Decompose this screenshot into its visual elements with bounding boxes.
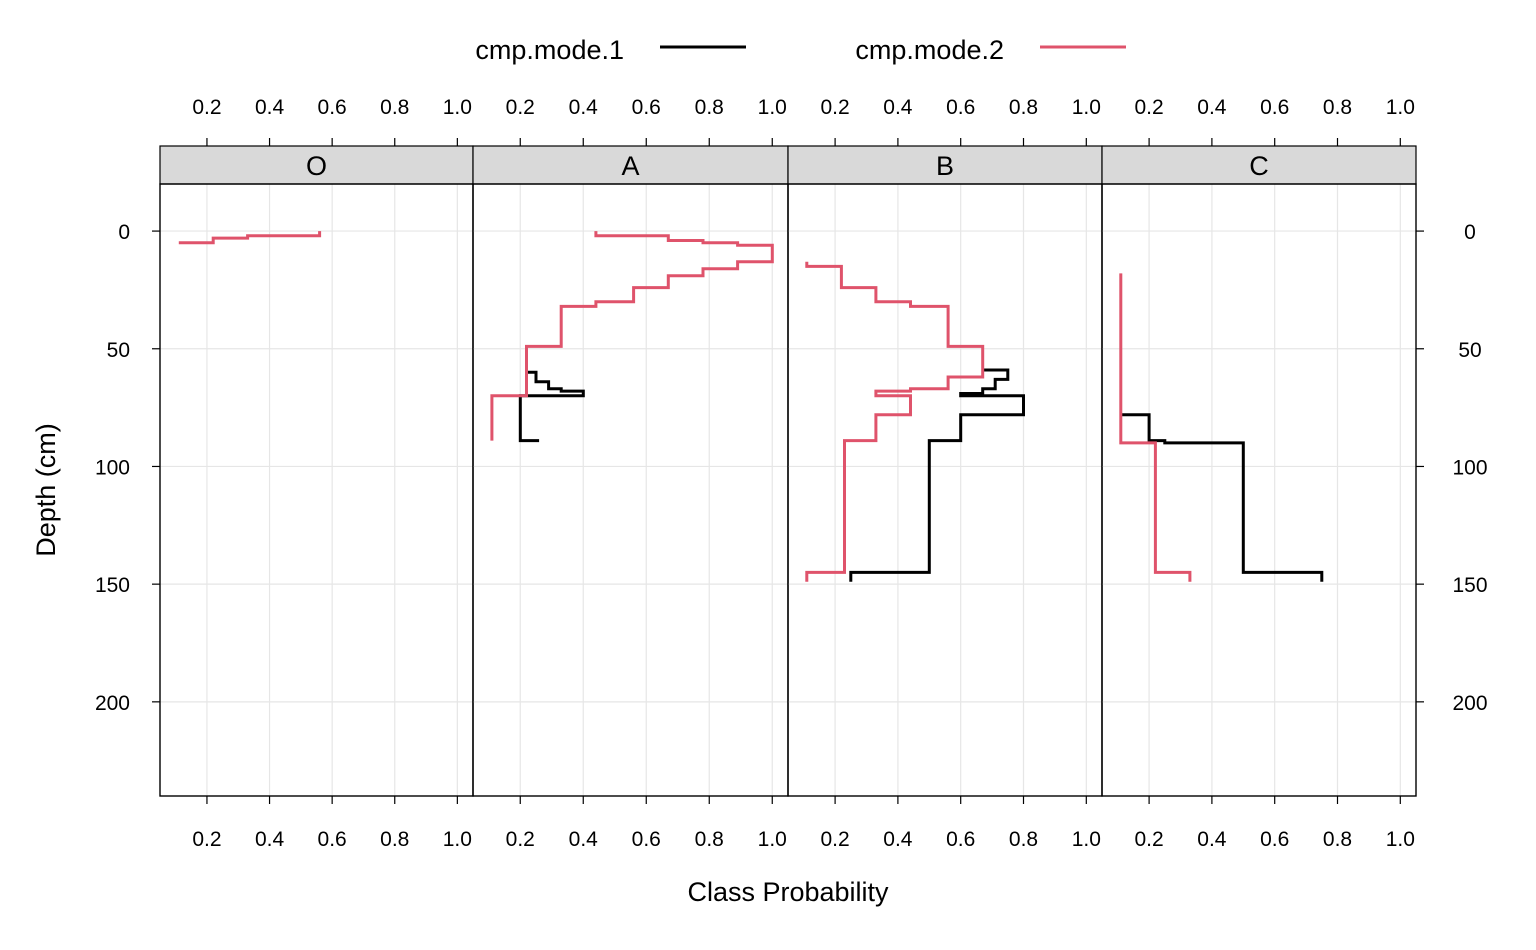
x-tick-label-top: 0.4	[883, 96, 913, 119]
strip-header	[159, 145, 474, 185]
x-tick-label-bottom: 0.6	[946, 828, 975, 851]
x-tick-label-bottom: 0.8	[380, 828, 409, 851]
x-tick-label-bottom: 0.6	[632, 828, 661, 851]
y-tick-label-left: 100	[95, 456, 130, 479]
x-tick-label-top: 0.2	[1134, 96, 1163, 119]
y-tick-label-right: 200	[1452, 692, 1487, 715]
x-tick-label-top: 0.6	[1260, 96, 1289, 119]
panel-o: O 0.2 0.2 0.4 0.4 0.6 0.6 0.8 0.8 1.0 1.0	[159, 96, 474, 851]
y-tick-label-left: 200	[95, 692, 130, 715]
x-tick-label-top: 1.0	[1072, 96, 1101, 119]
series-line-cmp-mode-1	[1120, 413, 1324, 582]
strip-label: C	[1249, 151, 1269, 181]
grid	[1102, 184, 1416, 796]
series-line-cmp-mode-2	[178, 231, 322, 245]
x-tick-label-top: 0.4	[569, 96, 599, 119]
x-tick-label-bottom: 0.2	[192, 828, 221, 851]
y-tick-label-right: 100	[1452, 456, 1487, 479]
x-tick-label-top: 1.0	[1386, 96, 1415, 119]
x-tick-label-bottom: 1.0	[1072, 828, 1101, 851]
legend-label: cmp.mode.2	[855, 35, 1004, 65]
x-tick-label-bottom: 0.4	[255, 828, 285, 851]
y-tick-label-right: 0	[1464, 221, 1476, 244]
x-tick-label-bottom: 0.2	[820, 828, 849, 851]
x-tick-label-bottom: 0.4	[1197, 828, 1227, 851]
series-line-cmp-mode-2	[490, 231, 774, 441]
x-tick-label-top: 0.8	[1009, 96, 1038, 119]
x-tick-label-top: 0.6	[946, 96, 975, 119]
x-tick-label-bottom: 0.8	[1323, 828, 1352, 851]
legend: cmp.mode.1 cmp.mode.2	[475, 35, 1126, 65]
strip-header	[787, 145, 1103, 185]
x-tick-label-top: 1.0	[758, 96, 787, 119]
x-tick-label-bottom: 0.4	[569, 828, 599, 851]
grid	[160, 184, 473, 796]
x-tick-label-top: 0.6	[632, 96, 661, 119]
x-tick-label-bottom: 1.0	[758, 828, 787, 851]
x-tick-label-bottom: 1.0	[443, 828, 472, 851]
x-tick-label-bottom: 0.8	[1009, 828, 1038, 851]
y-tick-label-left: 150	[95, 574, 130, 597]
series-line-cmp-mode-2	[805, 261, 985, 582]
y-axes: 0 0 50 50 100 100 150 150 200 200	[95, 221, 1488, 715]
x-tick-label-top: 1.0	[443, 96, 472, 119]
series-line-cmp-mode-1	[518, 367, 585, 443]
x-tick-label-top: 0.2	[820, 96, 849, 119]
series-line-cmp-mode-1	[849, 368, 1025, 582]
legend-label: cmp.mode.1	[475, 35, 624, 65]
x-tick-label-top: 0.8	[1323, 96, 1352, 119]
panels: O 0.2 0.2 0.4 0.4 0.6 0.6 0.8 0.8 1.0 1.0 A 0.2 0.2 0.…	[95, 96, 1488, 851]
x-tick-label-bottom: 0.2	[506, 828, 535, 851]
y-axis-title: Depth (cm)	[31, 423, 61, 557]
x-tick-label-top: 0.2	[506, 96, 535, 119]
x-tick-label-bottom: 0.6	[1260, 828, 1289, 851]
strip-label: A	[621, 151, 639, 181]
x-tick-label-top: 0.4	[1197, 96, 1227, 119]
series-line-cmp-mode-2	[1119, 273, 1192, 582]
strip-label: B	[936, 151, 954, 181]
x-tick-label-top: 0.4	[255, 96, 285, 119]
strip-header	[472, 145, 789, 185]
x-tick-label-top: 0.2	[192, 96, 221, 119]
grid	[788, 184, 1102, 796]
y-tick-label-left: 0	[118, 221, 130, 244]
x-tick-label-bottom: 0.6	[318, 828, 347, 851]
x-axis-title: Class Probability	[687, 877, 889, 907]
strip-label: O	[306, 151, 327, 181]
panel-b: B 0.2 0.2 0.4 0.4 0.6 0.6 0.8 0.8 1.0 1.0	[787, 96, 1103, 851]
panel-border	[1101, 183, 1417, 797]
x-tick-label-bottom: 0.8	[695, 828, 724, 851]
panel-c: C 0.2 0.2 0.4 0.4 0.6 0.6 0.8 0.8 1.0 1.0	[1101, 96, 1417, 851]
grid	[473, 184, 788, 796]
x-tick-label-bottom: 1.0	[1386, 828, 1415, 851]
x-tick-label-top: 0.8	[695, 96, 724, 119]
x-tick-label-bottom: 0.2	[1134, 828, 1163, 851]
y-tick-label-left: 50	[107, 339, 130, 362]
x-tick-label-top: 0.8	[380, 96, 409, 119]
y-tick-label-right: 150	[1452, 574, 1487, 597]
panel-a: A 0.2 0.2 0.4 0.4 0.6 0.6 0.8 0.8 1.0 1.0	[472, 96, 789, 851]
x-tick-label-top: 0.6	[318, 96, 347, 119]
y-tick-label-right: 50	[1458, 339, 1481, 362]
strip-header	[1101, 145, 1417, 185]
x-tick-label-bottom: 0.4	[883, 828, 913, 851]
